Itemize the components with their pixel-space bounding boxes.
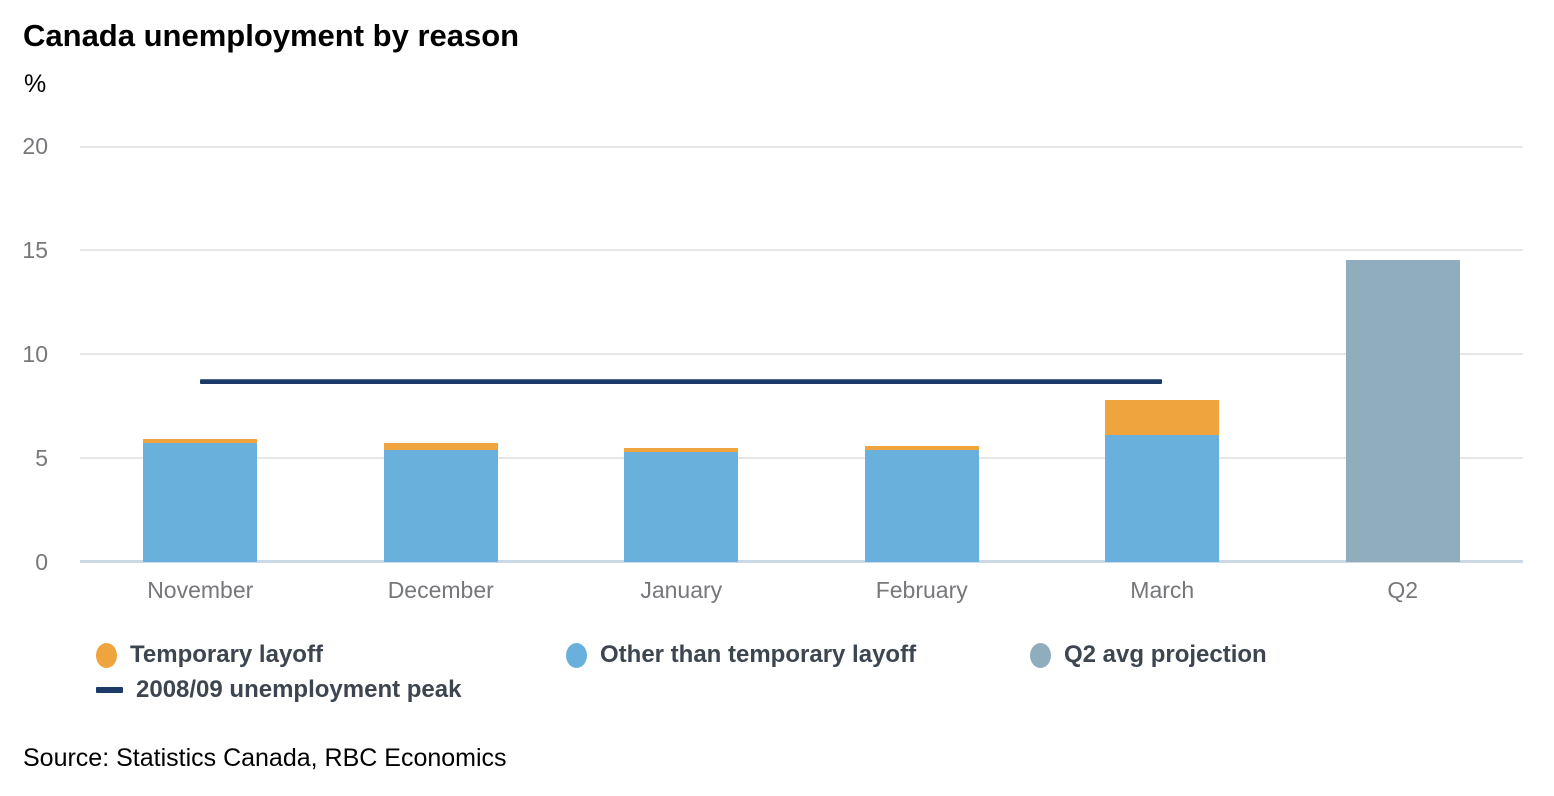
gridline-5 bbox=[80, 457, 1523, 459]
legend-label-temporary-layoff: Temporary layoff bbox=[130, 641, 323, 668]
legend-item-2008-09-unemployment-peak: 2008/09 unemployment peak bbox=[96, 676, 461, 704]
x-tick-label-february: February bbox=[875, 577, 968, 603]
y-axis-unit-label: % bbox=[24, 70, 47, 98]
chart-title: Canada unemployment by reason bbox=[23, 18, 520, 53]
y-axis-tick-labels: 0 5 10 15 20 bbox=[0, 133, 48, 575]
2008-09-unemployment-peak-line-marker-icon bbox=[96, 687, 123, 693]
y-tick-label-5: 5 bbox=[35, 445, 48, 471]
gridline-0 bbox=[80, 560, 1523, 563]
y-tick-label-10: 10 bbox=[22, 341, 48, 367]
legend-label-2008-09-unemployment-peak: 2008/09 unemployment peak bbox=[136, 676, 462, 703]
legend-item-temporary-layoff: Temporary layoff bbox=[96, 641, 323, 669]
y-tick-label-20: 20 bbox=[22, 133, 48, 159]
gridline-15 bbox=[80, 249, 1523, 251]
bar-q2-q2-avg-projection bbox=[1345, 260, 1460, 562]
bar-november-temporary-layoff bbox=[143, 439, 258, 444]
bar-december-other-than-temporary-layoff bbox=[383, 449, 498, 562]
x-tick-label-q2: Q2 bbox=[1387, 577, 1419, 603]
legend-item-other-than-temporary-layoff: Other than temporary layoff bbox=[566, 641, 916, 669]
bar-january-other-than-temporary-layoff bbox=[624, 451, 739, 562]
x-tick-label-march: March bbox=[1130, 577, 1195, 603]
bar-february-temporary-layoff bbox=[864, 445, 979, 450]
bar-february-other-than-temporary-layoff bbox=[864, 449, 979, 562]
gridline-20 bbox=[80, 146, 1523, 148]
gridline-10 bbox=[80, 353, 1523, 355]
legend-label-other-than-temporary-layoff: Other than temporary layoff bbox=[600, 641, 917, 668]
x-tick-label-november: November bbox=[147, 577, 254, 603]
y-tick-label-0: 0 bbox=[35, 549, 48, 575]
legend-item-q2-avg-projection: Q2 avg projection bbox=[1030, 641, 1267, 669]
x-axis-tick-labels: November December January February March Q2 bbox=[80, 577, 1523, 607]
temporary-layoff-circle-marker-icon bbox=[96, 642, 117, 668]
plot-area bbox=[80, 146, 1523, 563]
bar-november-other-than-temporary-layoff bbox=[143, 443, 258, 562]
bar-december-temporary-layoff bbox=[383, 443, 498, 450]
source-note: Source: Statistics Canada, RBC Economics bbox=[23, 744, 507, 772]
bar-january-temporary-layoff bbox=[624, 447, 739, 452]
y-tick-label-15: 15 bbox=[22, 237, 48, 263]
legend-label-q2-avg-projection: Q2 avg projection bbox=[1064, 641, 1267, 668]
x-tick-label-january: January bbox=[640, 577, 723, 603]
reference-line-2008-09-unemployment-peak bbox=[200, 378, 1163, 384]
bar-march-temporary-layoff bbox=[1105, 399, 1220, 436]
q2-avg-projection-circle-marker-icon bbox=[1030, 642, 1051, 668]
other-than-temporary-layoff-circle-marker-icon bbox=[566, 642, 587, 668]
x-tick-label-december: December bbox=[387, 577, 494, 603]
bar-march-other-than-temporary-layoff bbox=[1105, 435, 1220, 562]
